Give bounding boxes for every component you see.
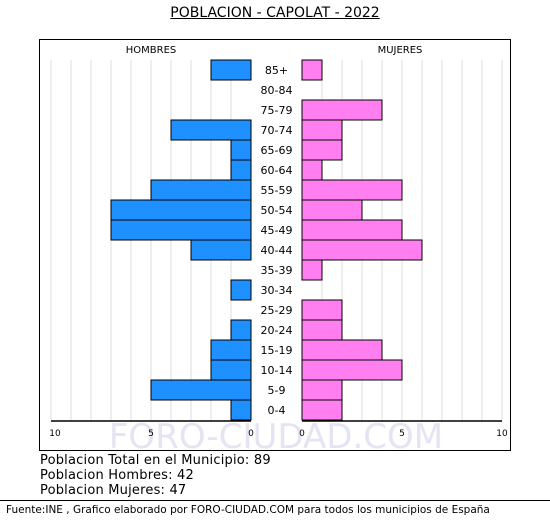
x-tick-label: 5 — [148, 429, 154, 439]
age-group-label: 30-34 — [261, 284, 293, 297]
bar-men — [170, 119, 252, 141]
age-group-label: 35-39 — [261, 264, 293, 277]
bar-men — [210, 59, 252, 81]
chart-title: POBLACION - CAPOLAT - 2022 — [170, 5, 380, 21]
age-group-label: 70-74 — [261, 124, 293, 137]
bar-men — [230, 159, 252, 181]
bar-women — [301, 379, 343, 401]
bar-men — [230, 139, 252, 161]
bar-women — [301, 99, 383, 121]
bar-women — [301, 59, 323, 81]
age-group-label: 65-69 — [261, 144, 293, 157]
bar-women — [301, 399, 343, 421]
x-tick-label: 5 — [399, 429, 405, 439]
bar-women — [301, 319, 343, 341]
age-group-label: 50-54 — [261, 204, 293, 217]
bar-women — [301, 179, 403, 201]
age-group-label: 5-9 — [268, 384, 286, 397]
footer: Fuente:INE , Grafico elaborado por FORO-… — [0, 500, 550, 521]
bar-men — [190, 239, 252, 261]
bar-men — [210, 339, 252, 361]
bar-women — [301, 239, 423, 261]
series-label-women: MUJERES — [378, 45, 423, 56]
age-group-label: 25-29 — [261, 304, 293, 317]
age-group-label: 20-24 — [261, 324, 293, 337]
source-note: Fuente:INE , Grafico elaborado por FORO-… — [6, 504, 490, 516]
series-label-men: HOMBRES — [126, 45, 177, 56]
bar-men — [230, 399, 252, 421]
men-population: Poblacion Hombres: 42 — [40, 468, 194, 483]
bar-men — [110, 219, 252, 241]
population-pyramid: FORO-CIUDAD.COM HOMBRES MUJERES 85+ 80-84 75-… — [49, 45, 508, 452]
bar-women — [301, 219, 403, 241]
bar-women — [301, 139, 343, 161]
age-group-label: 10-14 — [261, 364, 293, 377]
x-tick-label: 0 — [248, 429, 254, 439]
age-group-label: 45-49 — [261, 224, 293, 237]
age-group-label: 55-59 — [261, 184, 293, 197]
bar-men — [150, 179, 252, 201]
chart-frame: FORO-CIUDAD.COM HOMBRES MUJERES 85+ 80-84 75-… — [39, 39, 511, 452]
bar-women — [301, 359, 403, 381]
bar-men — [210, 359, 252, 381]
bar-women — [301, 159, 323, 181]
bar-women — [301, 339, 383, 361]
women-population: Poblacion Mujeres: 47 — [40, 483, 187, 498]
age-group-label: 75-79 — [261, 104, 293, 117]
bar-women — [301, 199, 363, 221]
bar-women — [301, 299, 343, 321]
bar-men — [230, 279, 252, 301]
age-group-label: 85+ — [265, 64, 288, 77]
total-population: Poblacion Total en el Municipio: 89 — [40, 453, 271, 468]
bar-men — [150, 379, 252, 401]
bar-women — [301, 119, 343, 141]
watermark: FORO-CIUDAD.COM — [109, 417, 443, 452]
bar-women — [301, 259, 323, 281]
x-tick-label: 0 — [299, 429, 305, 439]
bar-men — [110, 199, 252, 221]
age-group-label: 40-44 — [261, 244, 293, 257]
age-group-label: 15-19 — [261, 344, 293, 357]
age-group-label: 80-84 — [261, 84, 293, 97]
x-tick-label: 10 — [49, 429, 61, 439]
age-group-label: 60-64 — [261, 164, 293, 177]
bar-men — [230, 319, 252, 341]
x-tick-label: 10 — [496, 429, 508, 439]
age-group-label: 0-4 — [268, 404, 286, 417]
